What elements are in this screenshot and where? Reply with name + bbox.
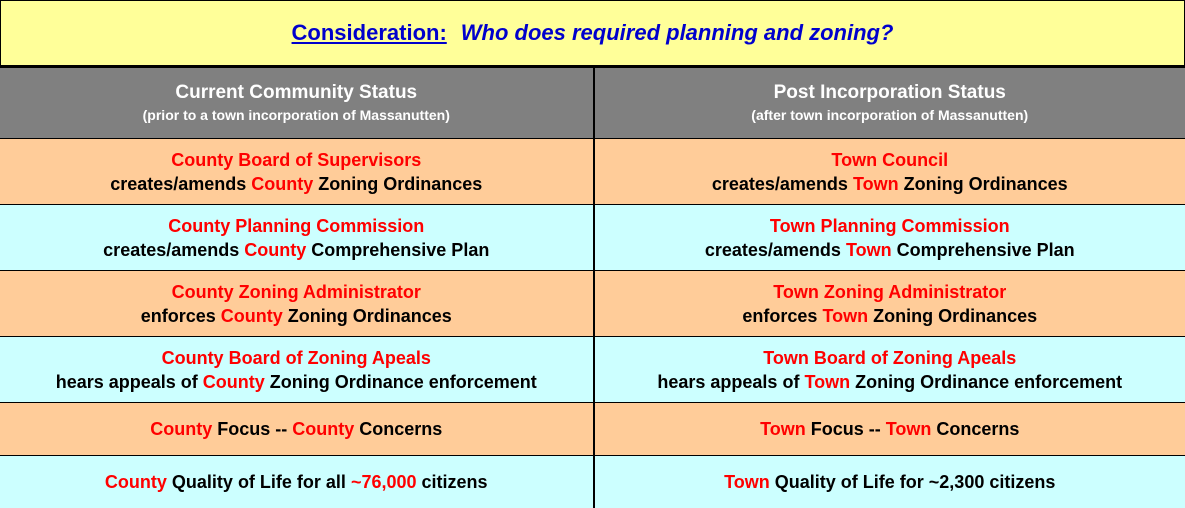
cell-duty: enforces County Zoning Ordinances — [140, 305, 452, 326]
quality-county: County Quality of Life for all ~76,000 c… — [104, 472, 488, 492]
cell-duty: hears appeals of County Zoning Ordinance… — [55, 371, 537, 392]
cell-duty: enforces Town Zoning Ordinances — [742, 305, 1038, 326]
cell-duty: creates/amends County Comprehensive Plan — [103, 239, 490, 260]
cell-duty: creates/amends County Zoning Ordinances — [110, 173, 483, 194]
header-post-subtitle: (after town incorporation of Massanutten… — [751, 107, 1029, 123]
table-row-quality: County Quality of Life for all ~76,000 c… — [0, 455, 1185, 508]
header-current-status: Current Community Status (prior to a tow… — [0, 68, 593, 138]
cell-role: County Zoning Administrator — [171, 281, 421, 302]
header-post-status: Post Incorporation Status (after town in… — [592, 68, 1185, 138]
table-cell-county: County Board of Supervisors creates/amen… — [0, 139, 593, 204]
focus-town: Town Focus -- Town Concerns — [592, 403, 1185, 455]
table-cell-town: Town Council creates/amends Town Zoning … — [592, 139, 1185, 204]
cell-duty: creates/amends Town Comprehensive Plan — [704, 239, 1075, 260]
cell-duty: hears appeals of Town Zoning Ordinance e… — [657, 371, 1123, 392]
table-row: County Board of Supervisors creates/amen… — [0, 138, 1185, 204]
cell-role: County Planning Commission — [168, 215, 425, 236]
table-cell-town: Town Planning Commission creates/amends … — [592, 205, 1185, 270]
cell-role: Town Zoning Administrator — [773, 281, 1007, 302]
title-label: Consideration: — [291, 20, 447, 45]
comparison-table: Current Community Status (prior to a tow… — [0, 66, 1185, 508]
cell-role: Town Board of Zoning Apeals — [763, 347, 1017, 368]
table-header-row: Current Community Status (prior to a tow… — [0, 66, 1185, 138]
quality-town: Town Quality of Life for ~2,300 citizens — [592, 456, 1185, 508]
table-row: County Planning Commission creates/amend… — [0, 204, 1185, 270]
header-post-title: Post Incorporation Status — [773, 82, 1006, 103]
title-question: Who does required planning and zoning? — [460, 20, 894, 45]
table-cell-county: County Planning Commission creates/amend… — [0, 205, 593, 270]
focus-county: County Focus -- County Concerns — [150, 419, 443, 439]
cell-role: County Board of Supervisors — [171, 149, 422, 170]
table-row: County Zoning Administrator enforces Cou… — [0, 270, 1185, 336]
table-cell-county: County Zoning Administrator enforces Cou… — [0, 271, 593, 336]
title-bar: Consideration: Who does required plannin… — [0, 0, 1185, 66]
cell-role: Town Planning Commission — [769, 215, 1010, 236]
table-row: County Board of Zoning Apeals hears appe… — [0, 336, 1185, 402]
table-cell-county: County Board of Zoning Apeals hears appe… — [0, 337, 593, 402]
table-cell-town: Town Board of Zoning Apeals hears appeal… — [592, 337, 1185, 402]
table-cell-town: Town Zoning Administrator enforces Town … — [592, 271, 1185, 336]
table-row-focus: County Focus -- County Concerns Town Foc… — [0, 402, 1185, 455]
header-current-title: Current Community Status — [175, 82, 418, 103]
cell-role: Town Council — [831, 149, 949, 170]
header-current-subtitle: (prior to a town incorporation of Massan… — [142, 107, 450, 123]
cell-duty: creates/amends Town Zoning Ordinances — [711, 173, 1068, 194]
cell-role: County Board of Zoning Apeals — [161, 347, 431, 368]
